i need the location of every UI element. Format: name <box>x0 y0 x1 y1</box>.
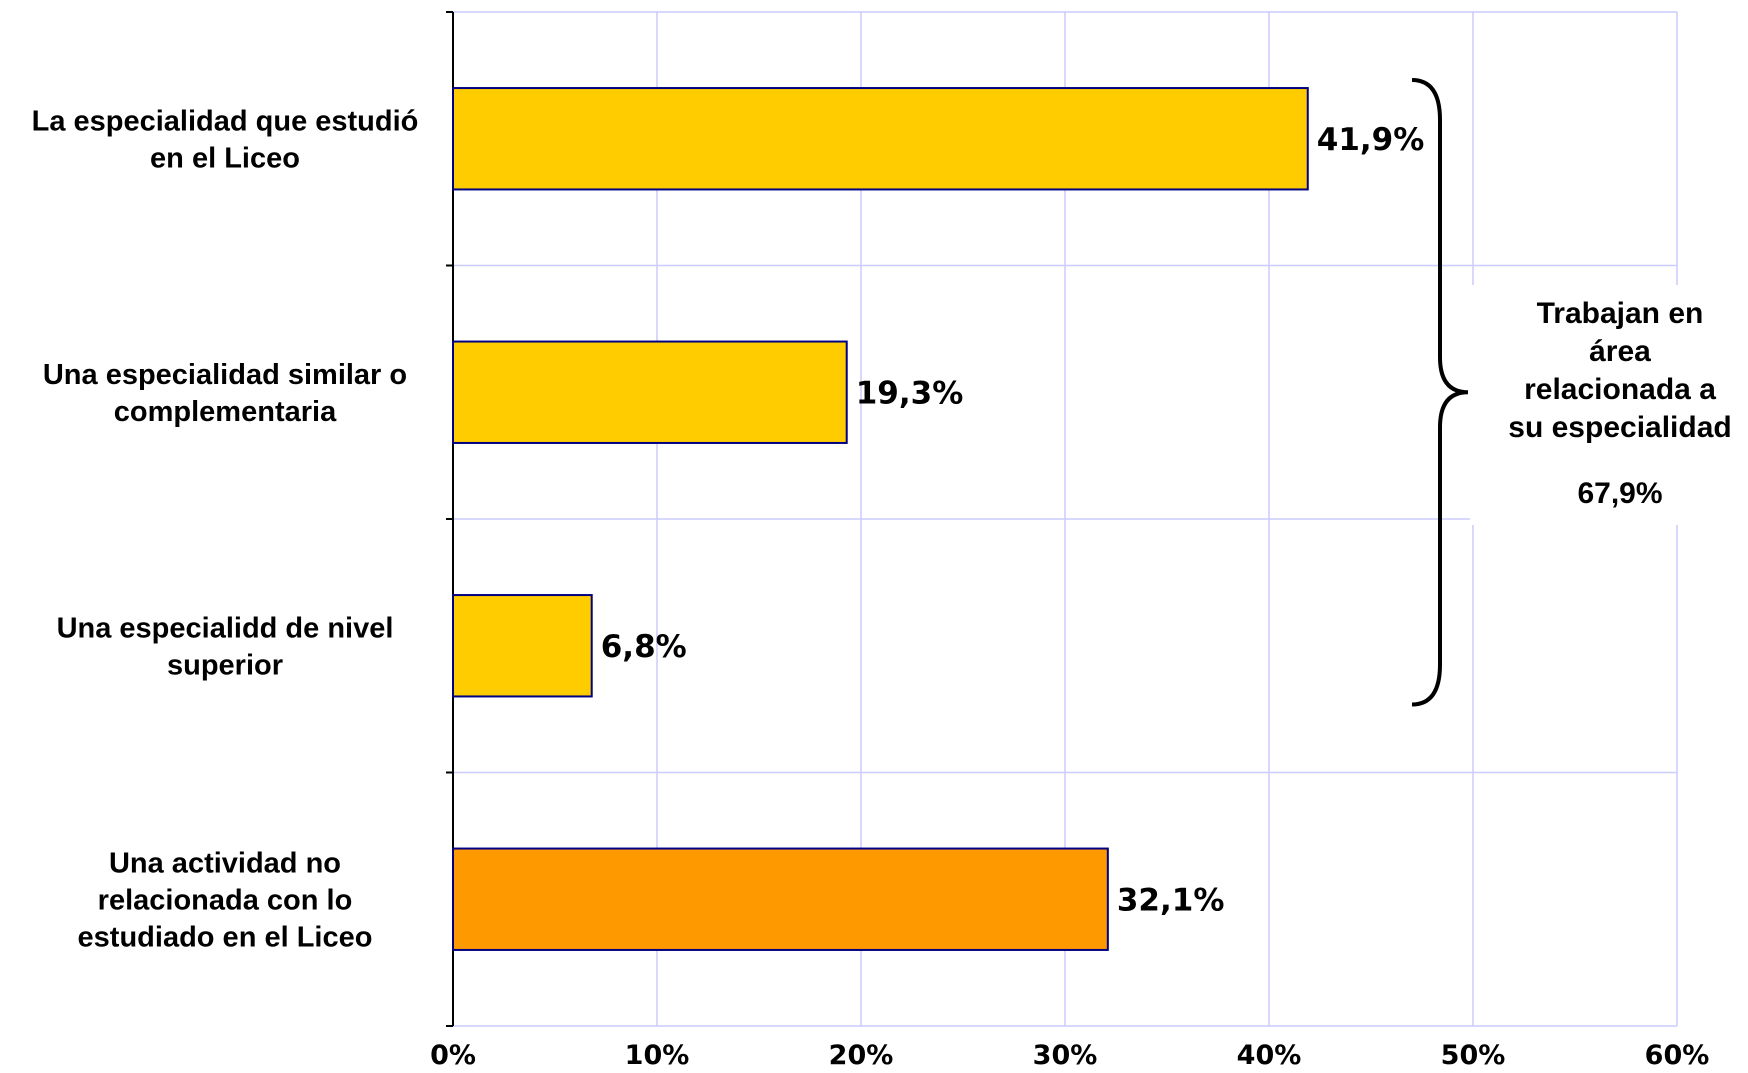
value-label: 41,9% <box>1317 122 1425 158</box>
value-label: 32,1% <box>1117 882 1225 918</box>
bar <box>452 594 593 698</box>
x-tick-label: 10% <box>625 1040 690 1071</box>
annotation-label: Trabajan en área relacionada a su especiali… <box>1508 297 1731 444</box>
category-labels: La especialidad que estudió en el Liceo Un… <box>32 105 419 953</box>
annotation: Trabajan en área relacionada a su especiali… <box>1411 78 1748 707</box>
value-label: 19,3% <box>856 375 964 411</box>
value-label: 6,8% <box>601 629 687 665</box>
category-label: Una especialidad similar o complementaria <box>43 359 407 428</box>
bar <box>452 340 848 444</box>
x-tick-label: 40% <box>1237 1040 1302 1071</box>
category-label: La especialidad que estudió en el Liceo <box>32 105 419 174</box>
x-tick-labels: 0% 10% 20% 30% 40% 50% 60% <box>430 1040 1709 1071</box>
x-tick-label: 50% <box>1441 1040 1506 1071</box>
x-tick-label: 30% <box>1033 1040 1098 1071</box>
bars <box>452 87 1309 951</box>
category-label: Una actividad no relacionada con lo estudi… <box>78 847 373 953</box>
value-labels: 41,9% 19,3% 6,8% 32,1% <box>601 122 1425 919</box>
bar <box>452 847 1109 951</box>
axes <box>446 11 454 1027</box>
category-label: Una especialidd de nivel superior <box>57 612 394 681</box>
x-tick-label: 60% <box>1645 1040 1710 1071</box>
curly-brace <box>1411 78 1469 707</box>
x-tick-label: 20% <box>829 1040 894 1071</box>
annotation-background <box>1470 285 1748 525</box>
bar <box>452 87 1309 191</box>
x-tick-label: 0% <box>430 1040 476 1071</box>
annotation-total: 67,9% <box>1577 477 1662 510</box>
